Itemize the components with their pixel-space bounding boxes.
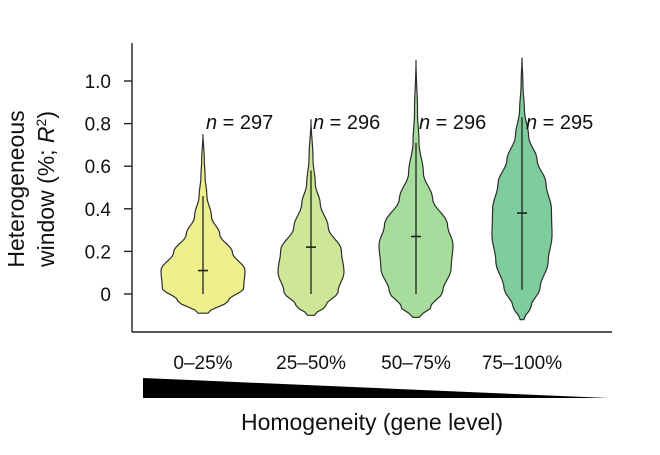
x-axis-title: Homogeneity (gene level) (241, 409, 503, 435)
n-labels: n = 297 n = 296 n = 296 n = 295 (206, 112, 593, 134)
y-tick-label: 1.0 (85, 72, 111, 93)
y-tick-label: 0.2 (85, 242, 111, 263)
n-label: n = 295 (526, 112, 593, 134)
x-category-label: 50–75% (381, 353, 451, 374)
y-ticks: 0 0.2 0.4 0.6 0.8 1.0 (85, 72, 132, 306)
x-category-label: 25–50% (276, 353, 346, 374)
y-axis-title-line1: Heterogeneous (3, 110, 29, 267)
x-category-label: 0–25% (173, 353, 232, 374)
n-label: n = 297 (206, 112, 273, 134)
y-tick-label: 0.4 (85, 200, 112, 221)
category-labels: 0–25% 25–50% 50–75% 75–100% (173, 353, 562, 374)
y-tick-label: 0.8 (85, 115, 111, 136)
y-tick-label: 0 (100, 285, 111, 306)
x-category-label: 75–100% (482, 353, 562, 374)
homogeneity-gradient-wedge (143, 378, 608, 398)
n-label: n = 296 (313, 112, 380, 134)
y-tick-label: 0.6 (85, 157, 111, 178)
n-label: n = 296 (419, 112, 486, 134)
y-axis-title-line2: window (%; R2) (33, 111, 59, 268)
violins (160, 57, 553, 321)
